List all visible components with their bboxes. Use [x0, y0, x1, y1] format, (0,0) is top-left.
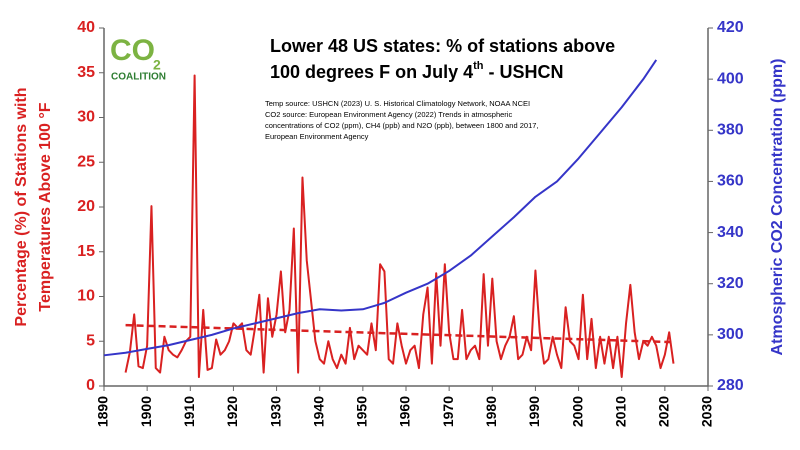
- logo-co: CO: [110, 34, 155, 67]
- x-tick-label: 1960: [397, 396, 413, 427]
- y2-tick-label: 280: [717, 377, 744, 394]
- y-tick-label: 35: [77, 64, 95, 81]
- y-axis-label: Temperatures Above 100 °F: [37, 102, 54, 311]
- x-tick-label: 1940: [310, 396, 326, 427]
- y-tick-label: 15: [77, 243, 95, 260]
- y-tick-label: 40: [77, 19, 95, 36]
- chart-title: Lower 48 US states: % of stations above: [270, 36, 615, 56]
- y-tick-label: 5: [86, 332, 95, 349]
- x-tick-label: 1930: [267, 396, 283, 427]
- title-sup: th: [473, 60, 484, 72]
- x-tick-label: 2030: [699, 396, 715, 427]
- y-tick-label: 20: [77, 198, 95, 215]
- y-tick-label: 0: [86, 377, 95, 394]
- x-tick-label: 1920: [224, 396, 240, 427]
- y2-tick-label: 400: [717, 70, 744, 87]
- x-tick-label: 1980: [483, 396, 499, 427]
- title-part: - USHCN: [483, 62, 563, 82]
- y2-tick-label: 340: [717, 224, 744, 241]
- y2-tick-label: 420: [717, 19, 744, 36]
- source-note: CO2 source: European Environment Agency …: [265, 110, 512, 119]
- y-axis-label: Percentage (%) of Stations with: [13, 87, 30, 326]
- data-line: [125, 323, 674, 344]
- x-tick-label: 1990: [526, 396, 542, 427]
- x-tick-label: 1910: [181, 396, 197, 427]
- y-tick-label: 25: [77, 153, 95, 170]
- y2-tick-label: 380: [717, 122, 744, 139]
- x-tick-label: 2000: [569, 396, 585, 427]
- y2-axis-label: Atmospheric CO2 Concentration (ppm): [769, 59, 786, 356]
- x-tick-label: 1890: [95, 396, 111, 427]
- source-note: concentrations of CO2 (ppm), CH4 (ppb) a…: [265, 121, 539, 130]
- x-tick-label: 2020: [656, 396, 672, 427]
- data-line: [103, 59, 658, 357]
- y2-tick-label: 320: [717, 275, 744, 292]
- y-tick-label: 30: [77, 109, 95, 126]
- x-tick-label: 2010: [612, 396, 628, 427]
- chart-title: 100 degrees F on July 4th - USHCN: [270, 60, 563, 82]
- x-tick-label: 1900: [138, 396, 154, 427]
- y-tick-label: 10: [77, 288, 95, 305]
- source-note: Temp source: USHCN (2023) U. S. Historic…: [265, 99, 530, 108]
- x-tick-label: 1970: [440, 396, 456, 427]
- source-note: European Environment Agency: [265, 132, 369, 141]
- logo-sub: 2: [153, 57, 161, 73]
- logo-text: COALITION: [111, 72, 166, 83]
- y2-tick-label: 300: [717, 326, 744, 343]
- title-part: 100 degrees F on July 4: [270, 62, 473, 82]
- y2-tick-label: 360: [717, 173, 744, 190]
- x-tick-label: 1950: [354, 396, 370, 427]
- data-line: [124, 74, 675, 379]
